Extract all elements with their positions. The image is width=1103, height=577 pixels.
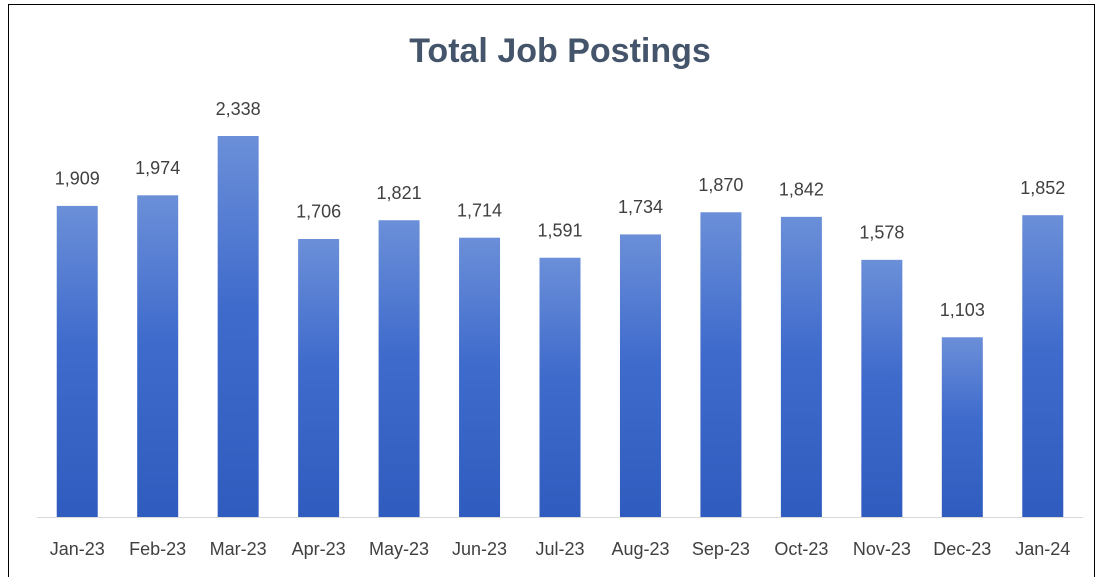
data-label: 1,591 (537, 220, 582, 240)
x-tick-label: Aug-23 (611, 539, 669, 559)
bar (1022, 215, 1064, 517)
bar (137, 195, 179, 517)
x-tick-label: Jan-23 (50, 539, 105, 559)
data-label: 1,821 (377, 183, 422, 203)
x-tick-label: May-23 (369, 539, 429, 559)
x-tick-label: Jun-23 (452, 539, 507, 559)
chart-title: Total Job Postings (409, 32, 711, 70)
bar (217, 136, 259, 517)
data-label: 1,103 (940, 300, 985, 320)
x-tick-label: Dec-23 (933, 539, 991, 559)
data-label: 1,734 (618, 197, 663, 217)
bar (378, 220, 420, 517)
data-label: 1,870 (698, 175, 743, 195)
x-tick-label: Apr-23 (292, 539, 346, 559)
data-label: 1,578 (859, 223, 904, 243)
data-label: 1,852 (1020, 178, 1065, 198)
x-tick-label: Jul-23 (535, 539, 584, 559)
bar (539, 257, 581, 517)
bar (56, 205, 98, 517)
bar (459, 237, 501, 518)
bar (941, 337, 983, 517)
data-label: 1,974 (135, 158, 180, 178)
bar (861, 259, 903, 517)
data-label: 1,842 (779, 180, 824, 200)
bar (780, 216, 822, 517)
x-tick-label: Sep-23 (692, 539, 750, 559)
x-tick-label: Oct-23 (774, 539, 828, 559)
bar (700, 212, 742, 517)
data-label: 2,338 (216, 99, 261, 119)
data-label: 1,706 (296, 202, 341, 222)
bar (619, 234, 661, 517)
data-label: 1,909 (55, 169, 100, 189)
x-tick-label: Nov-23 (853, 539, 911, 559)
data-label: 1,714 (457, 200, 502, 220)
x-tick-label: Feb-23 (129, 539, 186, 559)
x-tick-label: Mar-23 (210, 539, 267, 559)
x-tick-label: Jan-24 (1015, 539, 1070, 559)
bar (298, 238, 340, 517)
